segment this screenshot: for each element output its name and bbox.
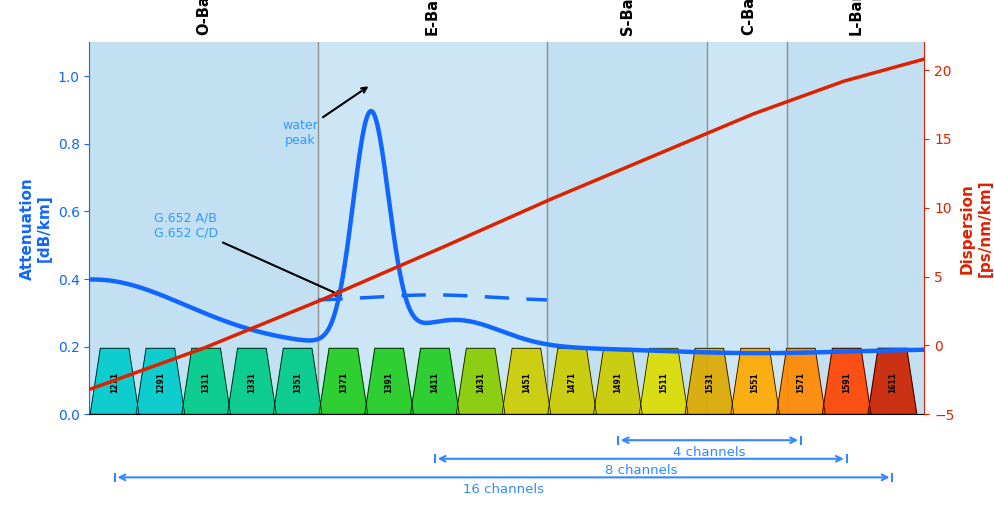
Text: 1591: 1591 xyxy=(842,372,851,393)
Text: 1391: 1391 xyxy=(385,372,394,393)
Polygon shape xyxy=(822,348,871,414)
Text: S-Band: S-Band xyxy=(619,0,634,35)
Text: E-Band: E-Band xyxy=(425,0,440,35)
Text: 1451: 1451 xyxy=(522,372,531,393)
Text: 1311: 1311 xyxy=(202,372,211,393)
Polygon shape xyxy=(365,348,414,414)
Text: 1291: 1291 xyxy=(156,372,165,393)
Text: 1531: 1531 xyxy=(705,372,714,393)
Polygon shape xyxy=(685,348,734,414)
Text: 1471: 1471 xyxy=(568,372,577,393)
Text: O-Band: O-Band xyxy=(197,0,212,35)
Polygon shape xyxy=(411,348,459,414)
Y-axis label: Attenuation
[dB/km]: Attenuation [dB/km] xyxy=(20,177,52,280)
Polygon shape xyxy=(136,348,185,414)
Text: 4 channels: 4 channels xyxy=(673,446,746,459)
Polygon shape xyxy=(731,348,779,414)
Text: water
peak: water peak xyxy=(282,88,367,147)
Text: 1371: 1371 xyxy=(339,372,348,393)
Y-axis label: Dispersion
[ps/nm/km]: Dispersion [ps/nm/km] xyxy=(960,179,992,277)
Bar xyxy=(547,42,707,414)
Polygon shape xyxy=(639,348,688,414)
Text: 1411: 1411 xyxy=(430,372,439,393)
Text: 8 channels: 8 channels xyxy=(604,464,677,477)
Text: 1431: 1431 xyxy=(476,372,485,393)
Polygon shape xyxy=(182,348,231,414)
Text: 16 channels: 16 channels xyxy=(463,483,544,496)
Text: L-Band: L-Band xyxy=(848,0,864,35)
Polygon shape xyxy=(776,348,825,414)
Polygon shape xyxy=(548,348,596,414)
Text: 1511: 1511 xyxy=(659,372,668,393)
Polygon shape xyxy=(273,348,322,414)
Text: 1351: 1351 xyxy=(293,372,302,393)
Text: 1611: 1611 xyxy=(888,372,897,393)
Text: C-Band: C-Band xyxy=(741,0,755,35)
Text: 1271: 1271 xyxy=(110,372,119,393)
Text: 1571: 1571 xyxy=(796,372,805,393)
Bar xyxy=(318,42,547,414)
Text: 1551: 1551 xyxy=(750,373,759,393)
Polygon shape xyxy=(319,348,368,414)
Polygon shape xyxy=(502,348,551,414)
Text: 1331: 1331 xyxy=(248,372,256,393)
Bar xyxy=(787,42,924,414)
Polygon shape xyxy=(228,348,276,414)
Text: G.652 A/B
G.652 C/D: G.652 A/B G.652 C/D xyxy=(153,212,341,296)
Polygon shape xyxy=(593,348,642,414)
Text: 1491: 1491 xyxy=(613,372,622,393)
Bar xyxy=(89,42,318,414)
Bar xyxy=(707,42,787,414)
Polygon shape xyxy=(868,348,916,414)
Polygon shape xyxy=(456,348,505,414)
Polygon shape xyxy=(90,348,139,414)
